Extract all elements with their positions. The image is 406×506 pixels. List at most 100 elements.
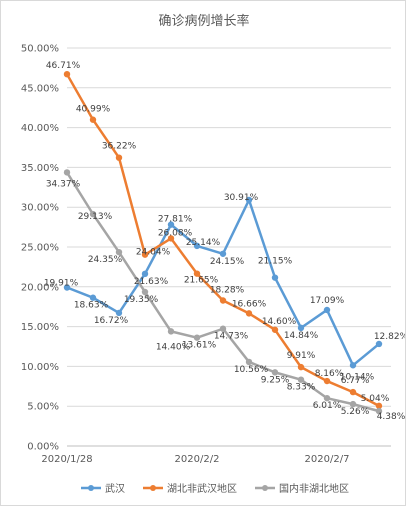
data-point bbox=[115, 309, 123, 317]
data-label: 19.91% bbox=[44, 279, 79, 289]
data-point bbox=[63, 70, 71, 78]
data-point bbox=[141, 270, 149, 278]
data-point bbox=[89, 116, 97, 123]
legend-label: 湖北非武汉地区 bbox=[167, 482, 237, 495]
data-label: 19.35% bbox=[124, 295, 159, 305]
data-label: 25.14% bbox=[186, 238, 221, 248]
x-tick-label: 2020/2/7 bbox=[305, 454, 350, 465]
data-label: 14.84% bbox=[284, 331, 319, 341]
y-tick-label: 15.00% bbox=[21, 322, 59, 333]
data-label: 13.61% bbox=[182, 341, 217, 351]
data-point bbox=[193, 270, 201, 277]
data-point bbox=[219, 297, 227, 304]
series-layer bbox=[63, 70, 383, 415]
data-point bbox=[349, 400, 357, 408]
data-label: 16.72% bbox=[94, 316, 129, 326]
data-point bbox=[219, 325, 227, 332]
x-tick-label: 2020/1/28 bbox=[41, 454, 92, 465]
legend-marker bbox=[150, 485, 156, 491]
data-label: 24.04% bbox=[136, 248, 171, 258]
data-label: 5.26% bbox=[341, 407, 370, 417]
data-point bbox=[63, 169, 71, 176]
data-label: 10.56% bbox=[234, 365, 269, 375]
data-label: 29.13% bbox=[78, 212, 113, 222]
data-point bbox=[115, 248, 123, 256]
grid-lines bbox=[67, 47, 391, 407]
data-label: 21.63% bbox=[134, 277, 169, 287]
data-point bbox=[323, 377, 331, 385]
y-tick-label: 40.00% bbox=[21, 123, 59, 134]
legend: 武汉 湖北非武汉地区 国内非湖北地区 bbox=[81, 482, 349, 495]
data-point bbox=[167, 221, 175, 228]
data-point bbox=[375, 402, 383, 410]
data-label: 24.15% bbox=[210, 257, 245, 267]
series-line bbox=[65, 73, 380, 407]
data-label: 14.40% bbox=[156, 342, 191, 352]
y-tick-label: 25.00% bbox=[21, 243, 59, 254]
data-label: 40.99% bbox=[76, 105, 111, 115]
data-point bbox=[219, 250, 227, 257]
y-tick-label: 20.00% bbox=[21, 282, 59, 293]
data-point bbox=[297, 363, 305, 371]
data-label: 10.14% bbox=[340, 372, 375, 382]
data-point bbox=[89, 210, 97, 218]
data-point bbox=[89, 294, 97, 301]
data-point bbox=[349, 362, 357, 369]
data-labels: 19.91% 18.63% 16.72% 21.63% 27.81% 25.14% 24.1… bbox=[44, 61, 405, 422]
data-label: 16.66% bbox=[232, 299, 267, 309]
legend-item[interactable]: 国内非湖北地区 bbox=[255, 482, 349, 495]
data-label: 5.04% bbox=[361, 394, 390, 404]
data-point bbox=[323, 394, 331, 402]
data-point bbox=[297, 376, 305, 383]
data-point bbox=[375, 407, 383, 415]
legend-marker bbox=[88, 485, 94, 491]
data-label: 17.09% bbox=[310, 296, 345, 306]
data-label: 36.22% bbox=[102, 142, 137, 152]
data-point bbox=[193, 334, 201, 341]
data-label: 27.81% bbox=[158, 215, 193, 225]
data-label: 18.28% bbox=[210, 285, 245, 295]
data-point bbox=[193, 242, 201, 250]
y-tick-label: 50.00% bbox=[21, 44, 59, 55]
data-label: 14.73% bbox=[214, 332, 249, 342]
data-point bbox=[323, 306, 331, 314]
y-tick-label: 0.00% bbox=[27, 442, 59, 453]
data-label: 6.77% bbox=[341, 376, 370, 386]
data-label: 6.01% bbox=[313, 401, 342, 411]
data-point bbox=[245, 310, 253, 317]
legend-label: 武汉 bbox=[105, 482, 125, 495]
data-label: 30.91% bbox=[224, 193, 259, 203]
y-tick-label: 35.00% bbox=[21, 163, 59, 174]
data-point bbox=[375, 340, 383, 348]
y-tick-label: 10.00% bbox=[21, 362, 59, 373]
y-tick-label: 5.00% bbox=[27, 402, 59, 413]
data-point bbox=[115, 154, 123, 161]
legend-label: 国内非湖北地区 bbox=[279, 482, 349, 495]
data-point bbox=[141, 251, 149, 258]
data-point bbox=[141, 288, 149, 296]
axes: 0.00% 5.00% 10.00% 15.00% 20.00% 25.00% 30.00%… bbox=[21, 44, 391, 465]
legend-item[interactable]: 湖北非武汉地区 bbox=[143, 482, 237, 495]
data-label: 21.65% bbox=[184, 276, 219, 286]
legend-item[interactable]: 武汉 bbox=[81, 482, 125, 495]
data-point bbox=[245, 358, 253, 366]
data-point bbox=[297, 324, 305, 332]
data-point bbox=[271, 369, 279, 376]
data-point bbox=[271, 274, 279, 281]
data-label: 24.35% bbox=[88, 255, 123, 265]
data-label: 14.60% bbox=[262, 317, 297, 327]
data-point bbox=[349, 388, 357, 396]
data-label: 9.25% bbox=[261, 375, 290, 385]
data-label: 12.82% bbox=[374, 332, 405, 342]
data-point bbox=[245, 196, 253, 204]
data-point bbox=[271, 326, 279, 333]
data-label: 26.08% bbox=[158, 228, 193, 238]
data-point bbox=[167, 235, 175, 242]
data-point bbox=[63, 284, 71, 291]
data-point bbox=[167, 328, 175, 335]
data-label: 4.38% bbox=[377, 412, 405, 422]
chart-title: 确诊病例增长率 bbox=[158, 13, 249, 29]
legend-marker bbox=[262, 485, 268, 491]
